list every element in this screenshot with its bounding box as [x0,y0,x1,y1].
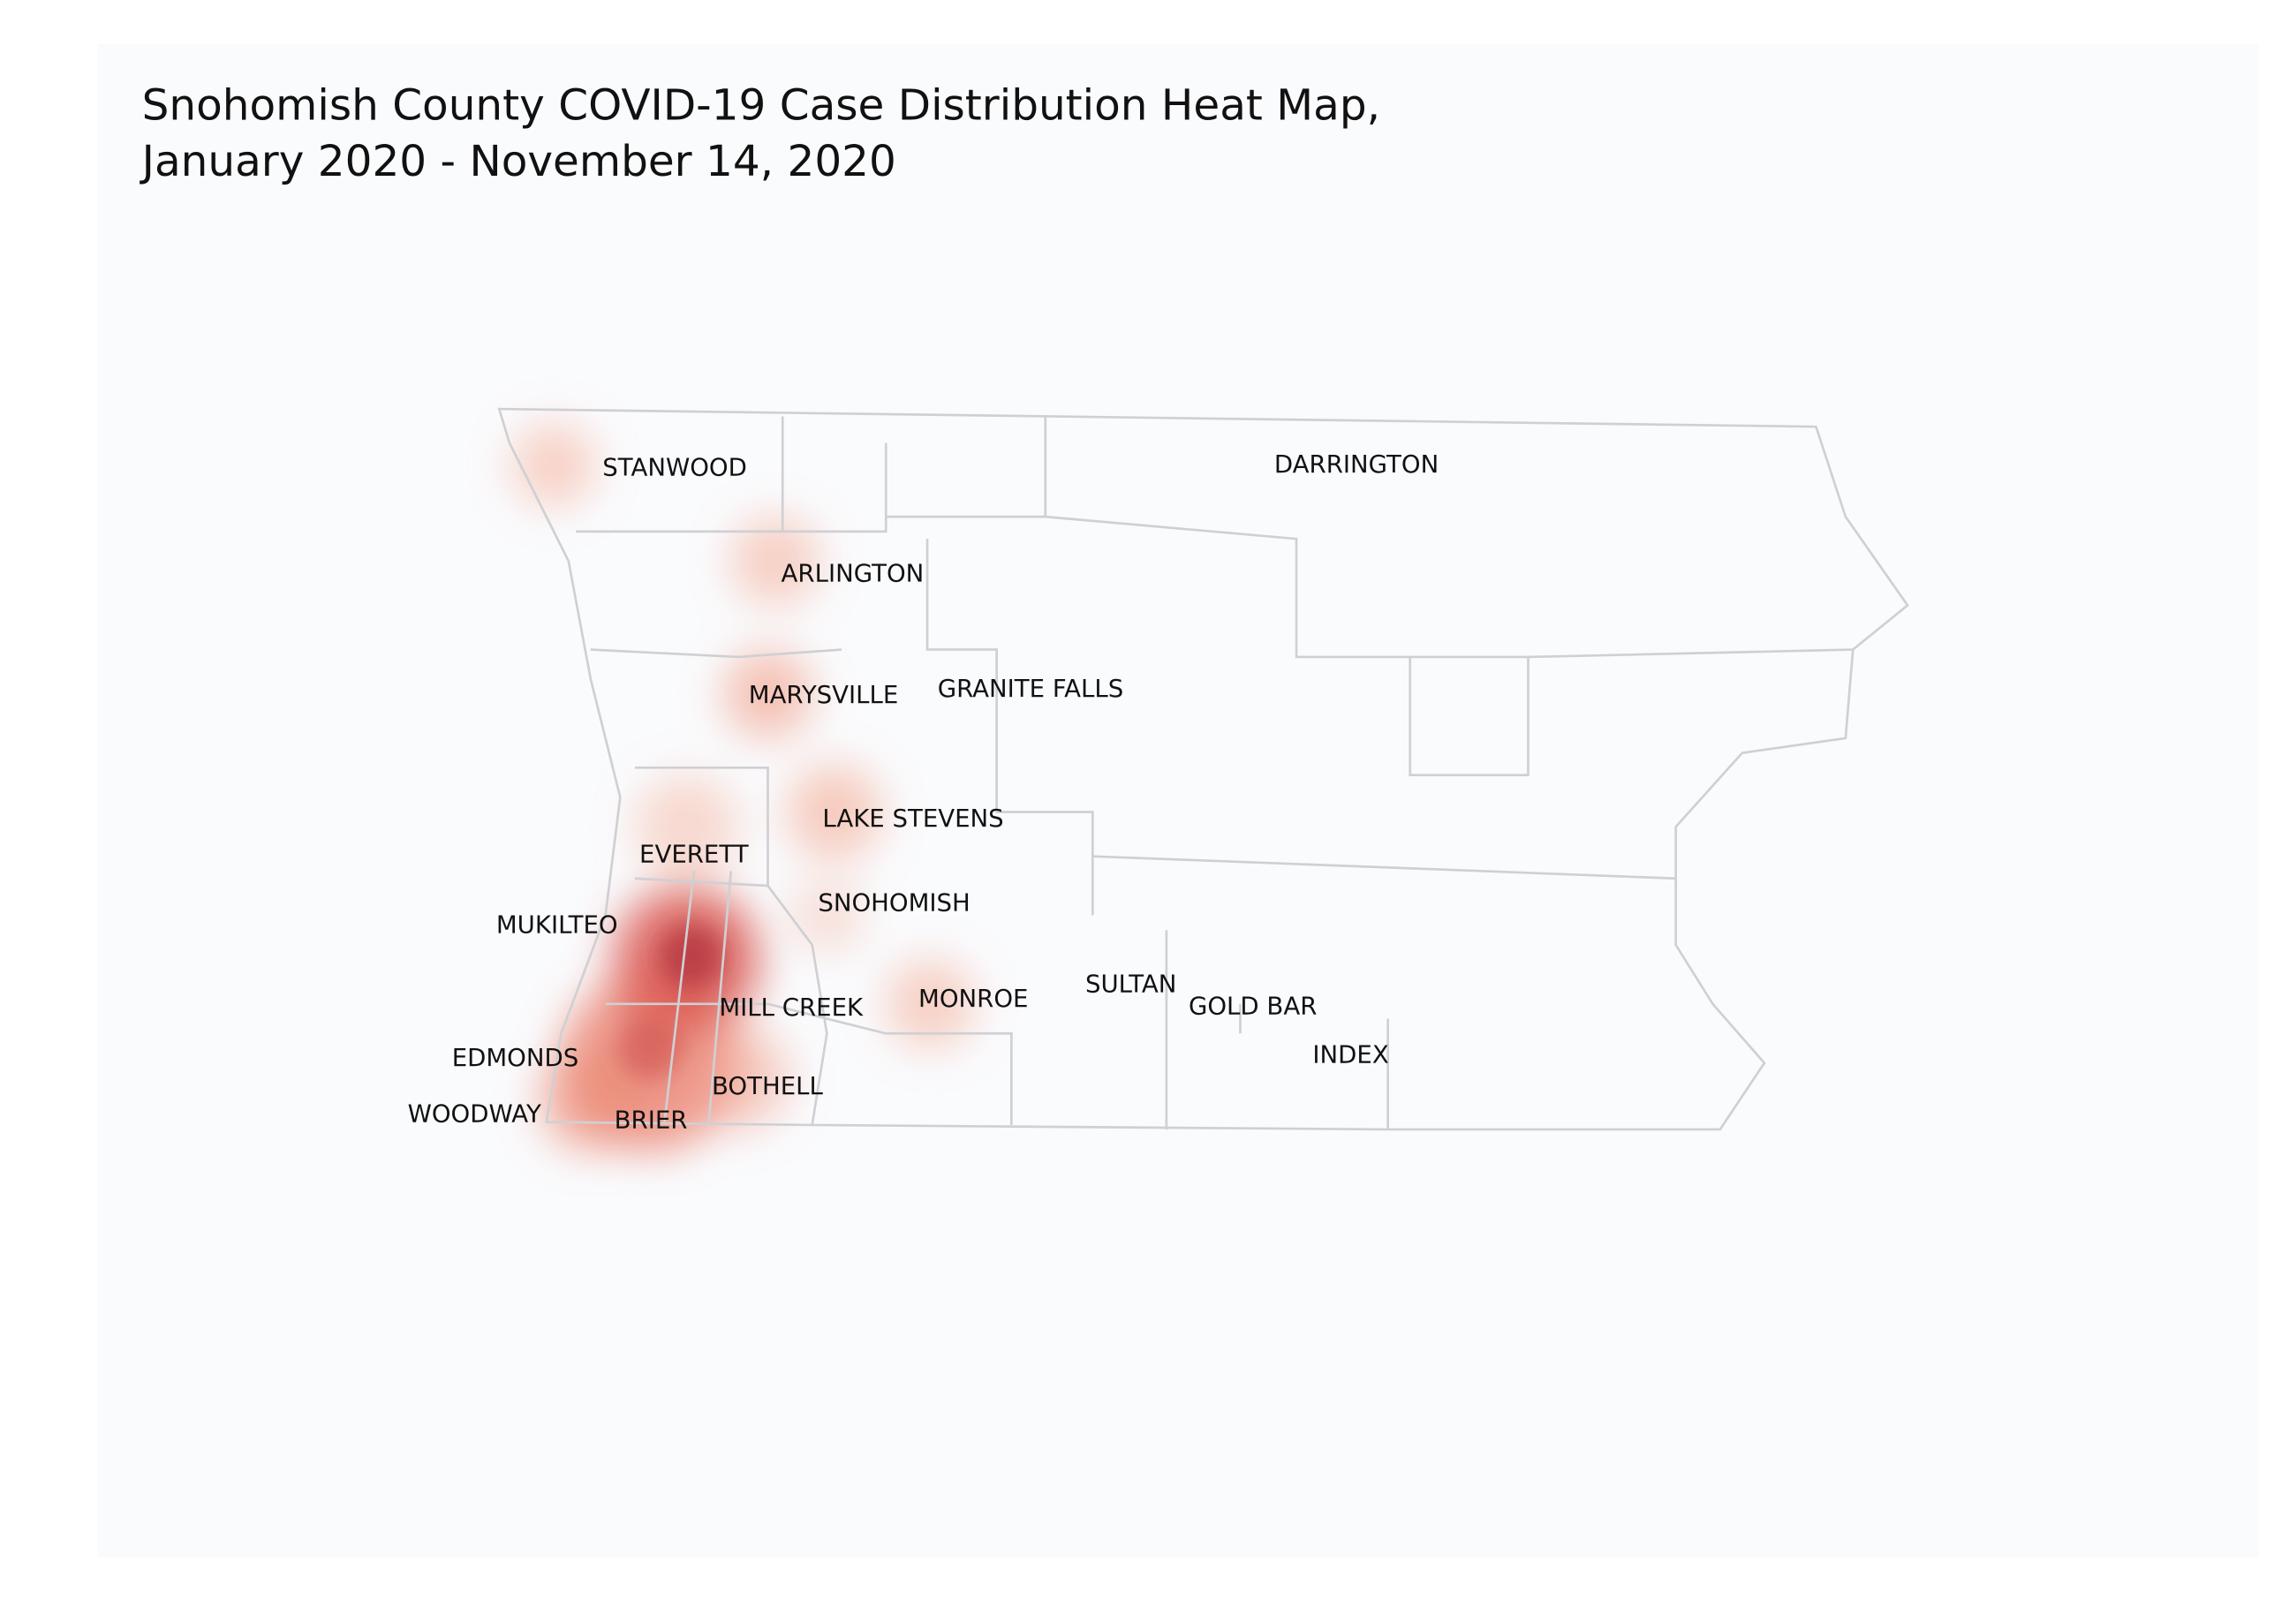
heat-core [616,924,724,1081]
title-line-2: January 2020 - November 14, 2020 [140,137,896,186]
place-label: MUKILTEO [496,910,618,940]
place-label: MONROE [918,984,1028,1013]
place-label: GOLD BAR [1189,992,1317,1021]
place-label: SNOHOMISH [818,888,970,918]
place-label: INDEX [1312,1040,1388,1069]
place-label: STANWOOD [602,452,747,481]
place-label: EVERETT [639,839,749,868]
place-label: MARYSVILLE [749,680,899,709]
place-label: ARLINGTON [782,559,925,588]
place-label: BOTHELL [712,1071,824,1100]
boundaries [497,407,1909,1131]
title-line-1: Snohomish County COVID-19 Case Distribut… [142,80,1380,130]
place-label: GRANITE FALLS [938,674,1124,703]
place-label: LAKE STEVENS [822,804,1003,833]
place-label: WOODWAY [408,1099,541,1129]
map-panel [97,44,2260,1558]
place-label: MILL CREEK [719,993,864,1022]
place-label: DARRINGTON [1274,449,1439,479]
place-label: BRIER [615,1105,688,1134]
place-label: EDMONDS [452,1043,579,1072]
place-label: SULTAN [1085,969,1176,998]
place-labels: STANWOOD DARRINGTON ARLINGTON MARYSVILLE… [408,449,1439,1134]
